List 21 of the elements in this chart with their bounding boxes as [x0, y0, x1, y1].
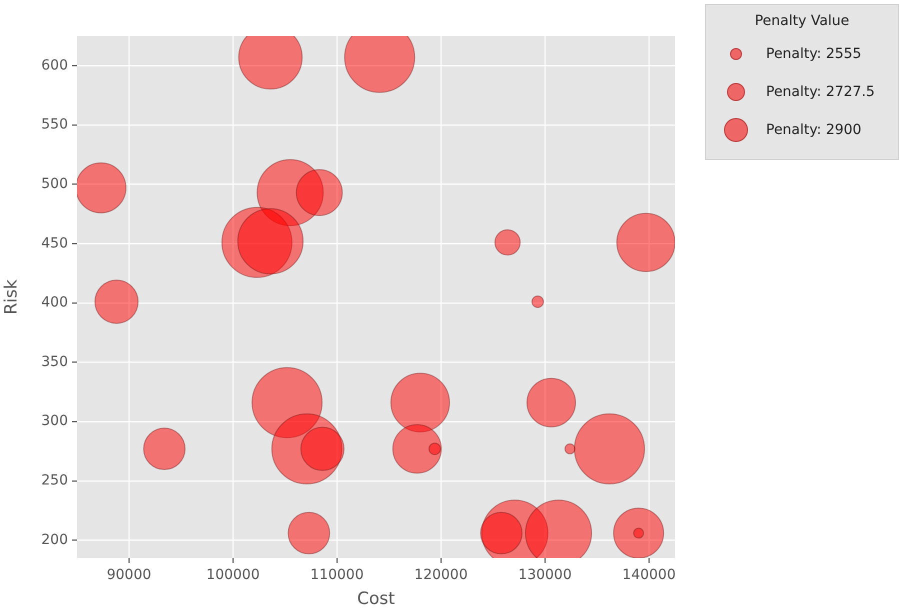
x-axis-title: Cost	[357, 589, 396, 610]
y-tick-label: 400	[41, 294, 68, 311]
text: Penalty: 2555	[766, 46, 862, 62]
y-tick-label: 500	[41, 176, 68, 192]
y-tick-label: 200	[41, 532, 68, 548]
x-tick-label: 140000	[622, 567, 676, 584]
x-tick-label: 100000	[206, 567, 260, 584]
x-tick-label: 90000	[106, 567, 152, 584]
y-tick-label: 550	[41, 116, 68, 133]
y-tick-label: 300	[41, 413, 68, 430]
x-tick-label: 120000	[414, 567, 468, 584]
x-tick-label: 130000	[518, 567, 572, 584]
y-tick-label: 250	[41, 472, 68, 489]
legend-title: Penalty Value	[754, 13, 850, 29]
y-tick-label: 350	[41, 354, 68, 370]
text: Penalty: 2900	[766, 122, 862, 138]
y-axis-title: Risk	[2, 279, 22, 315]
y-tick-label: 450	[41, 235, 68, 252]
y-tick-label: 600	[41, 57, 68, 74]
text: Penalty: 2727.5	[766, 84, 875, 100]
x-tick-label: 110000	[310, 567, 364, 584]
